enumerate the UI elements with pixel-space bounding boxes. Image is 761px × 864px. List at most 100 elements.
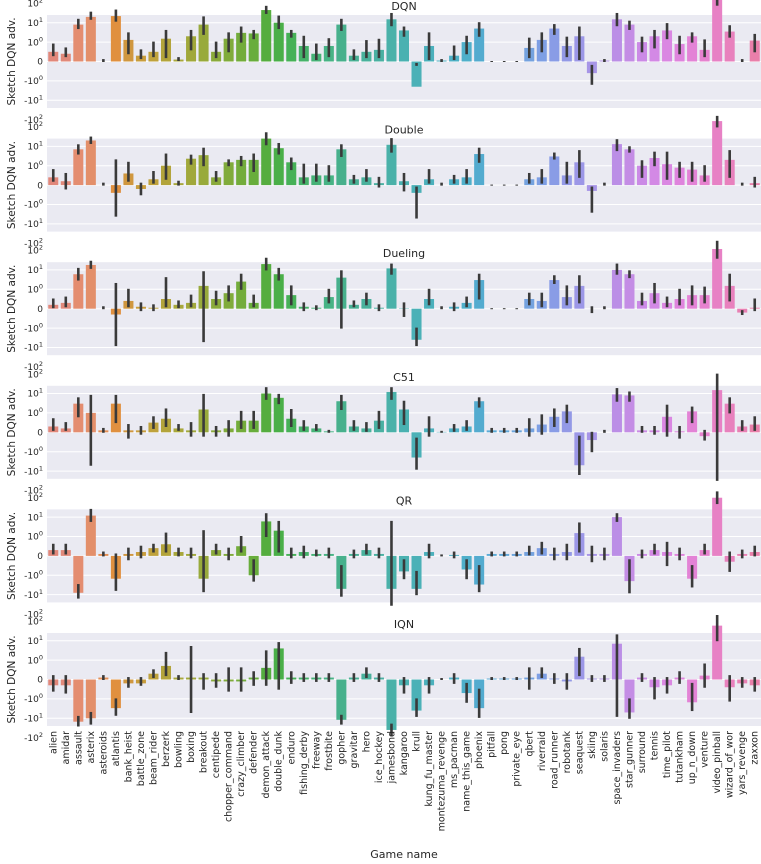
y-axis-label: Sketch DQN adv. <box>6 635 18 723</box>
y-tick-label: 100 <box>27 35 43 48</box>
y-tick-label: -101 <box>24 588 43 601</box>
bar-phoenix <box>474 401 485 433</box>
bar-enduro <box>286 32 297 62</box>
bar-tennis <box>649 36 660 62</box>
y-tick-label: 101 <box>27 387 43 400</box>
y-tick-label: 0 <box>37 181 43 191</box>
x-tick-kung_fu_master: kung_fu_master <box>424 731 435 807</box>
bar-phoenix <box>474 154 485 186</box>
bar-wizard_of_wor <box>724 31 735 62</box>
x-tick-double_dunk: double_dunk <box>274 731 285 792</box>
bar-boxing <box>186 158 197 186</box>
bar-asterix <box>85 140 96 186</box>
y-tick-label: -102 <box>24 360 43 373</box>
bar-jamesbond <box>386 268 397 309</box>
x-tick-montezuma_revenge: montezuma_revenge <box>437 731 448 832</box>
bar-amidar <box>60 53 71 62</box>
x-tick-yars_revenge: yars_revenge <box>737 731 748 795</box>
y-tick-label: -102 <box>24 607 43 620</box>
y-tick-label: -101 <box>24 711 43 724</box>
bar-krull <box>411 61 422 87</box>
x-tick-phoenix: phoenix <box>474 731 485 769</box>
bar-breakout <box>198 24 209 62</box>
x-tick-krull: krull <box>412 731 423 752</box>
x-tick-space_invaders: space_invaders <box>612 731 623 805</box>
y-tick-label: 101 <box>27 510 43 523</box>
bar-tennis <box>649 157 660 186</box>
bar-chopper_command <box>223 162 234 186</box>
y-axis-label: Sketch DQN adv. <box>6 17 18 105</box>
bar-gopher <box>336 149 347 186</box>
x-tick-beam_rider: beam_rider <box>148 731 159 785</box>
bar-krull <box>411 308 422 340</box>
bar-space_invaders <box>611 517 622 556</box>
x-tick-boxing: boxing <box>186 731 197 763</box>
bar-up_n_down <box>687 36 698 62</box>
y-tick-label: -100 <box>24 198 43 211</box>
bar-double_dunk <box>273 397 284 433</box>
y-tick-label: -102 <box>24 731 43 744</box>
y-tick-label: -102 <box>24 236 43 249</box>
x-tick-kangaroo: kangaroo <box>399 731 410 776</box>
x-tick-pitfall: pitfall <box>487 731 498 758</box>
y-tick-label: 101 <box>27 263 43 276</box>
y-tick-label: -101 <box>24 93 43 106</box>
bar-video_pinball <box>712 248 723 309</box>
y-tick-label: 0 <box>37 552 43 562</box>
bar-gopher <box>336 24 347 62</box>
y-tick-label: 101 <box>27 16 43 29</box>
bar-gopher <box>336 679 347 720</box>
x-tick-labels: alien amidar assault asterix asteroids atlant… <box>48 731 760 832</box>
bar-wizard_of_wor <box>724 403 735 433</box>
bar-space_invaders <box>611 269 622 309</box>
bar-video_pinball <box>712 0 723 62</box>
bar-kangaroo <box>398 30 410 62</box>
y-tick-label: -101 <box>24 217 43 230</box>
x-tick-amidar: amidar <box>61 731 72 765</box>
y-tick-label: -100 <box>24 445 43 458</box>
x-tick-ice_hockey: ice_hockey <box>374 731 385 784</box>
bar-double_dunk <box>273 148 284 186</box>
bar-krull <box>411 679 422 711</box>
x-tick-solaris: solaris <box>599 731 610 762</box>
bar-video_pinball <box>712 121 723 186</box>
y-tick-label: 102 <box>27 0 43 10</box>
x-tick-time_pilot: time_pilot <box>662 731 673 778</box>
x-tick-berzerk: berzerk <box>161 731 172 768</box>
y-axis-label: Sketch DQN adv. <box>6 512 18 600</box>
y-tick-label: -100 <box>24 74 43 87</box>
y-tick-label: -101 <box>24 464 43 477</box>
bar-video_pinball <box>712 625 723 680</box>
chart-panels: -102 -101 -100 0 100 101 102 DQN Sketch DQN adv.… <box>6 0 761 744</box>
y-axis-label: Sketch DQN adv. <box>6 141 18 229</box>
bar-asterix <box>85 679 96 719</box>
y-axis-label: Sketch DQN adv. <box>6 388 18 476</box>
x-tick-star_gunner: star_gunner <box>624 731 635 788</box>
y-tick-label: 0 <box>37 58 43 68</box>
x-tick-surround: surround <box>637 731 648 773</box>
bar-space_invaders <box>611 19 622 62</box>
bar-asterix <box>85 16 96 62</box>
x-tick-skiing: skiing <box>587 731 598 759</box>
x-tick-jamesbond: jamesbond <box>386 731 397 784</box>
x-tick-zaxxon: zaxxon <box>750 731 761 765</box>
bar-assault <box>73 24 84 62</box>
x-tick-asterix: asterix <box>86 731 97 764</box>
x-tick-hero: hero <box>361 731 372 753</box>
x-tick-bank_heist: bank_heist <box>123 731 134 783</box>
bar-defender <box>248 159 259 186</box>
bar-star_gunner <box>624 395 635 433</box>
bar-defender <box>248 33 259 62</box>
y-tick-label: 101 <box>27 140 43 153</box>
panel-title: QR <box>396 494 413 507</box>
bar-demon_attack <box>261 521 272 556</box>
x-tick-robotank: robotank <box>562 731 573 774</box>
x-tick-video_pinball: video_pinball <box>712 731 723 794</box>
y-tick-label: 100 <box>27 406 43 419</box>
x-tick-assault: assault <box>73 731 84 765</box>
x-tick-up_n_down: up_n_down <box>687 731 698 784</box>
y-tick-label: 0 <box>37 429 43 439</box>
